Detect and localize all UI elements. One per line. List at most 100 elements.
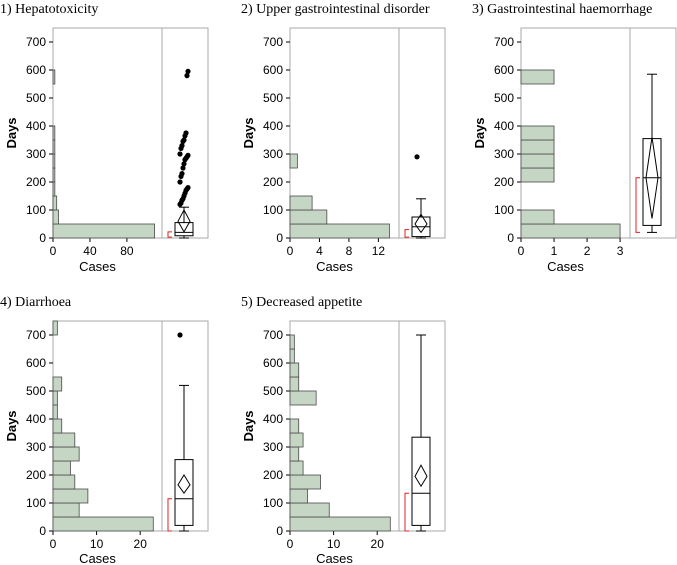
histogram-bar <box>52 432 76 448</box>
outlier-point <box>184 73 190 79</box>
outlier-point <box>181 161 187 167</box>
x-tick-label: 12 <box>372 244 386 258</box>
y-tick-label: 600 <box>263 63 283 77</box>
y-tick-label: 100 <box>263 203 283 217</box>
y-tick-label: 600 <box>26 63 46 77</box>
histogram-bar <box>289 334 295 350</box>
panel-title: 4) Diarrhoea <box>0 295 72 310</box>
histogram-bar <box>52 516 154 532</box>
y-tick-label: 600 <box>26 356 46 370</box>
x-tick-label: 40 <box>83 244 97 258</box>
mean-diamond <box>177 474 191 495</box>
histogram-bar <box>52 223 156 239</box>
y-axis-label: Days <box>241 410 256 441</box>
y-axis-label: Days <box>241 117 256 148</box>
panel-2: 2) Upper gastrointestinal disorder 0 100 20… <box>241 2 446 274</box>
y-tick-label: 700 <box>26 328 46 342</box>
histogram-bar <box>52 460 71 476</box>
y-tick-label: 300 <box>26 440 46 454</box>
y-tick-label: 200 <box>263 468 283 482</box>
shortest-half-bracket <box>635 177 640 233</box>
histogram-bar <box>52 404 58 420</box>
y-tick-label: 500 <box>26 91 46 105</box>
y-tick-label: 700 <box>263 35 283 49</box>
histogram-bar <box>52 320 58 336</box>
x-tick-label: 2 <box>584 244 591 258</box>
x-tick-label: 20 <box>371 537 385 551</box>
x-axis-label: Cases <box>316 551 353 565</box>
y-axis-label: Days <box>4 117 19 148</box>
iqr-box <box>411 436 431 526</box>
y-tick-label: 700 <box>263 328 283 342</box>
x-tick-label: 0 <box>287 537 294 551</box>
histogram-bar <box>52 181 56 197</box>
histogram-bar <box>52 502 80 518</box>
x-tick-label: 0 <box>518 244 525 258</box>
y-tick-label: 200 <box>26 468 46 482</box>
histogram-bar <box>520 69 555 85</box>
outlier-point <box>414 154 420 160</box>
panel-3: 3) Gastrointestinal haemorrhage010020030… <box>472 2 677 274</box>
y-tick-label: 700 <box>26 35 46 49</box>
outlier-point <box>179 143 185 149</box>
y-tick-label: 300 <box>263 440 283 454</box>
x-tick-label: 0 <box>50 537 57 551</box>
histogram-bar <box>289 446 300 462</box>
histogram-bar <box>289 376 300 392</box>
histogram-bar <box>289 348 295 364</box>
shortest-half-bracket <box>404 229 409 238</box>
histogram-bar <box>289 460 304 476</box>
y-tick-label: 300 <box>26 147 46 161</box>
histogram-bar <box>289 195 313 211</box>
x-tick-label: 10 <box>327 537 341 551</box>
histogram-bar <box>52 125 56 141</box>
shortest-half-bracket <box>404 492 409 532</box>
outlier-point <box>181 137 187 143</box>
histogram-bar <box>52 418 63 434</box>
x-tick-label: 80 <box>120 244 134 258</box>
outlier-point <box>177 332 183 338</box>
y-tick-label: 500 <box>263 91 283 105</box>
histogram-bar <box>52 167 56 183</box>
histogram-bar <box>52 390 58 406</box>
histogram-bar <box>52 446 80 462</box>
x-axis-label: Cases <box>547 259 584 274</box>
y-tick-label: 100 <box>263 496 283 510</box>
y-tick-label: 700 <box>494 35 514 49</box>
histogram-bar <box>289 502 330 518</box>
y-tick-label: 200 <box>263 175 283 189</box>
y-tick-label: 100 <box>26 496 46 510</box>
y-tick-label: 400 <box>263 119 283 133</box>
y-tick-label: 300 <box>263 147 283 161</box>
x-tick-label: 3 <box>617 244 624 258</box>
outlier-point <box>177 151 183 157</box>
plot-frame <box>289 27 446 239</box>
histogram-bar <box>289 474 321 490</box>
y-tick-label: 400 <box>263 412 283 426</box>
y-tick-label: 0 <box>276 524 283 538</box>
mean-diamond <box>645 137 659 219</box>
panel-title: 5) Decreased appetite <box>241 295 362 310</box>
mean-diamond <box>177 208 191 233</box>
panel-1: 1) Hepatotoxicity 0 100 200 300 400 500 600 700 0… <box>0 2 209 274</box>
outlier-point <box>185 152 191 158</box>
iqr-box <box>642 138 662 226</box>
histogram-bar <box>52 153 56 169</box>
x-tick-label: 10 <box>90 537 104 551</box>
histogram-bar <box>289 362 300 378</box>
mean-diamond <box>414 213 428 234</box>
x-tick-label: 20 <box>134 537 148 551</box>
x-tick-label: 1 <box>551 244 558 258</box>
iqr-box <box>174 222 194 237</box>
histogram-bar <box>289 432 304 448</box>
outlier-point <box>185 68 191 74</box>
histogram-bar <box>52 376 63 392</box>
y-tick-label: 400 <box>26 119 46 133</box>
outlier-point <box>180 165 186 171</box>
y-axis-label: Days <box>4 410 19 441</box>
histogram-bar <box>289 209 328 225</box>
panel-4: 4) Diarrhoea 0 100 200 300 400 500 600 700 0 10 20 C… <box>0 295 209 565</box>
y-axis-label: Days <box>472 117 487 148</box>
y-tick-label: 400 <box>26 412 46 426</box>
y-tick-label: 500 <box>263 384 283 398</box>
